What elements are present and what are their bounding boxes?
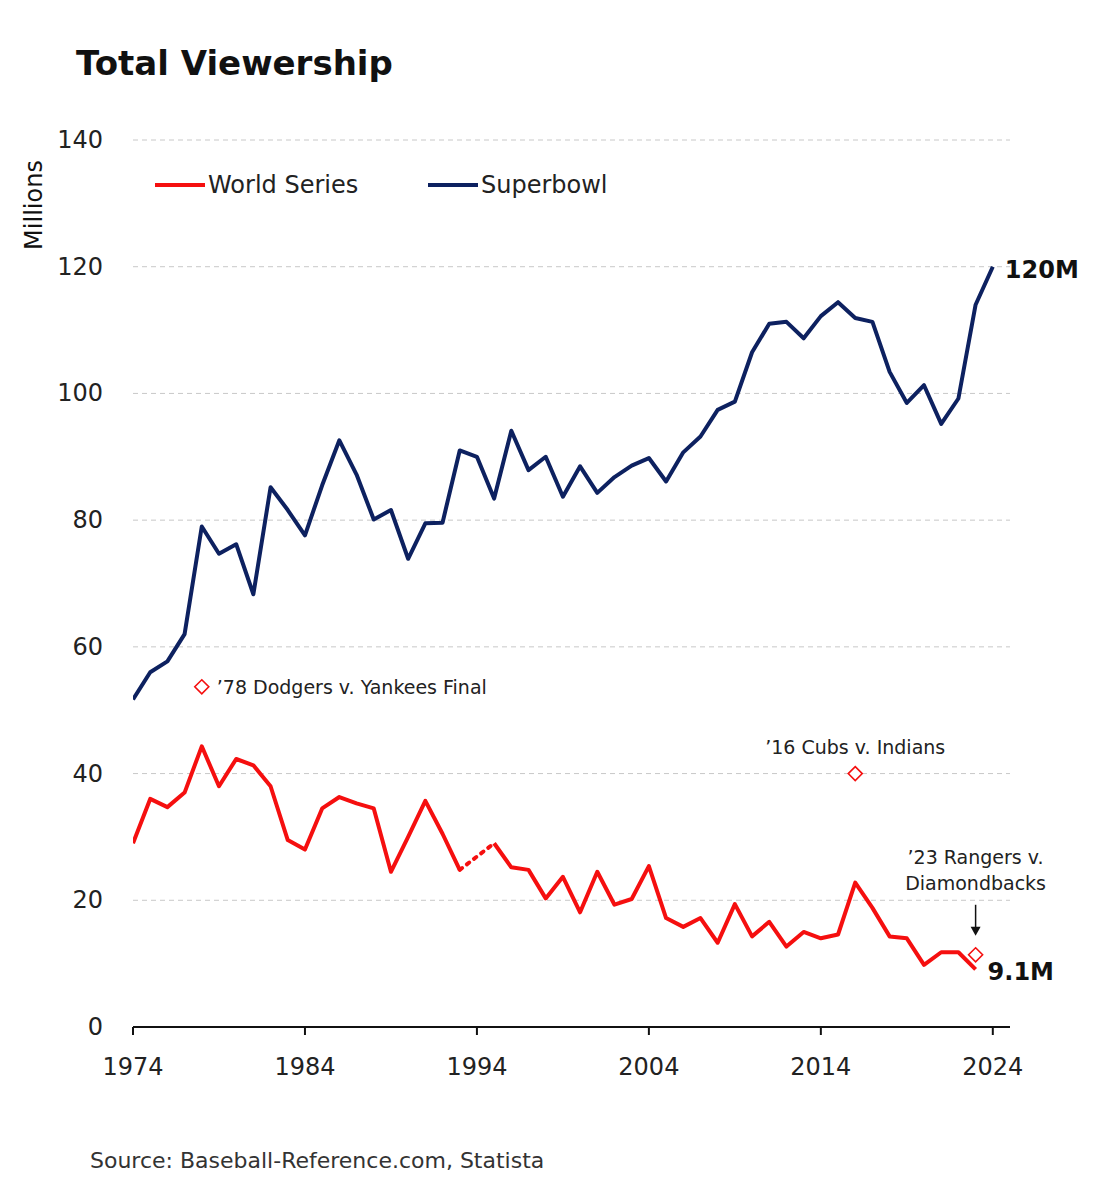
x-tick-label: 2014	[790, 1053, 851, 1081]
y-tick-label: 140	[57, 126, 103, 154]
plot-area	[133, 267, 993, 970]
series-line	[133, 267, 993, 700]
legend-label: Superbowl	[481, 171, 608, 199]
legend-swatch	[428, 183, 478, 187]
grid-line	[133, 393, 1010, 394]
annotation-label: ’23 Rangers v.	[908, 846, 1044, 868]
grid-line	[133, 266, 1010, 267]
x-tick-label: 1994	[446, 1053, 507, 1081]
grid-line	[133, 140, 1010, 141]
x-tick-label: 1984	[274, 1053, 335, 1081]
y-tick-label: 0	[88, 1013, 103, 1041]
annotation-label: Diamondbacks	[905, 872, 1046, 894]
chart: Total Viewership Millions 0 20 40 60 80 100 120 1…	[0, 0, 1118, 1200]
x-tick	[304, 1027, 306, 1035]
annotation-label: ’78 Dodgers v. Yankees Final	[217, 676, 487, 698]
end-label: 9.1M	[988, 958, 1054, 986]
series-line	[133, 746, 976, 969]
x-tick	[648, 1027, 650, 1035]
y-tick-label: 80	[72, 506, 103, 534]
x-tick-label: 2004	[618, 1053, 679, 1081]
source: Source: Baseball-Reference.com, Statista	[90, 1148, 544, 1173]
grid-line	[133, 646, 1010, 647]
annotation-marker	[195, 680, 209, 694]
x-tick-label: 2024	[962, 1053, 1023, 1081]
legend-swatch	[155, 183, 205, 187]
x-tick	[992, 1027, 994, 1035]
title: Total Viewership	[76, 43, 393, 83]
grid-line	[133, 900, 1010, 901]
y-tick-label: 60	[72, 633, 103, 661]
grid-line	[133, 773, 1010, 774]
y-tick-label: 20	[72, 886, 103, 914]
y-tick-label: 120	[57, 253, 103, 281]
x-tick-label: 1974	[102, 1053, 163, 1081]
annotation-marker	[969, 948, 983, 962]
annotation-label: ’16 Cubs v. Indians	[765, 736, 945, 758]
y-tick-label: 40	[72, 760, 103, 788]
gap-connector	[460, 843, 494, 870]
y-tick-label: 100	[57, 379, 103, 407]
x-tick	[476, 1027, 478, 1035]
x-tick	[132, 1027, 134, 1035]
annotation-arrow	[975, 905, 977, 929]
annotation-marker	[848, 767, 862, 781]
legend-label: World Series	[208, 171, 358, 199]
y-axis-label: Millions	[20, 160, 48, 250]
x-axis-line	[133, 1026, 1010, 1028]
annotation-arrowhead	[971, 927, 981, 936]
end-label: 120M	[1005, 256, 1079, 284]
x-tick	[820, 1027, 822, 1035]
